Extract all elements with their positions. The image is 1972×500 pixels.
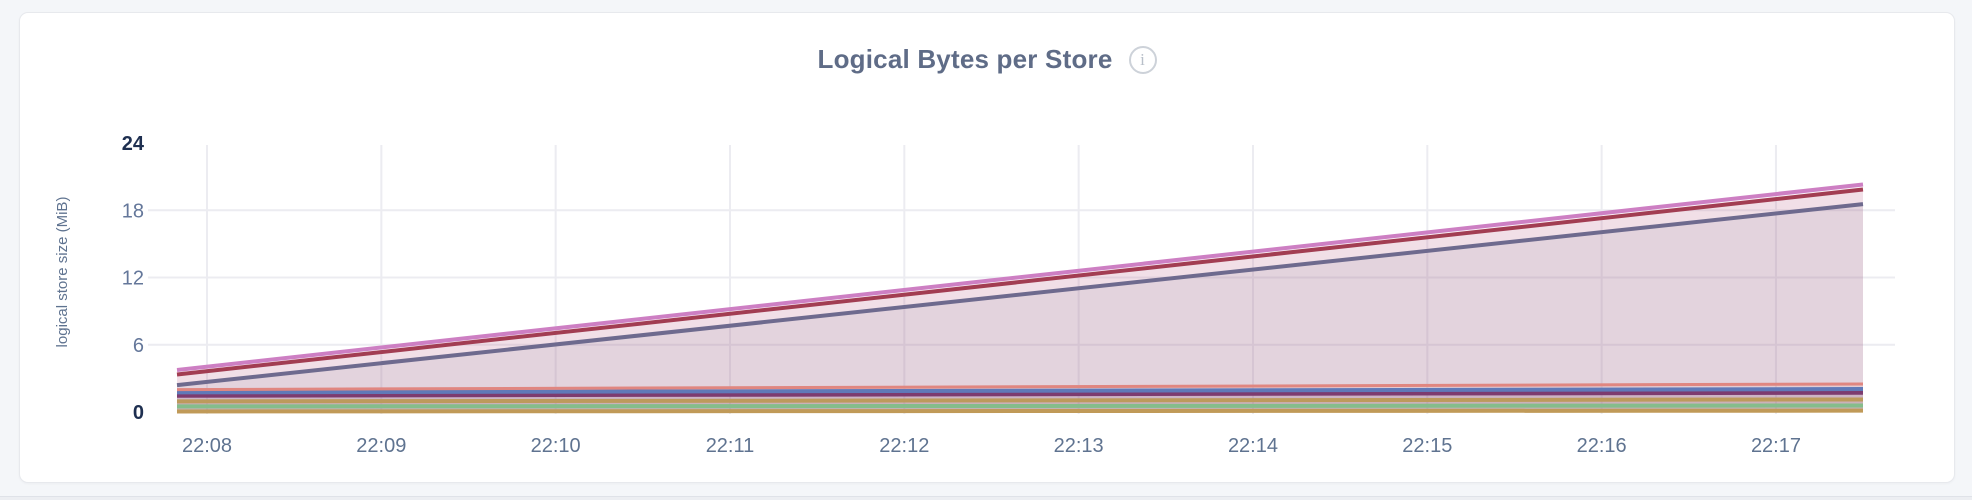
series-line-series-8 bbox=[176, 403, 1864, 409]
info-icon[interactable]: i bbox=[1128, 45, 1157, 74]
series-line-series-6 bbox=[176, 390, 1864, 398]
next-card-edge bbox=[0, 496, 1972, 500]
x-tick-label: 22:17 bbox=[1751, 435, 1801, 457]
x-tick-label: 22:13 bbox=[1054, 435, 1104, 457]
series-line-series-7 bbox=[176, 397, 1864, 404]
x-tick-label: 22:12 bbox=[879, 435, 929, 457]
x-tick-label: 22:08 bbox=[182, 435, 232, 457]
series-line-series-9 bbox=[176, 408, 1864, 414]
x-tick-label: 22:09 bbox=[356, 435, 406, 457]
x-tick-label: 22:16 bbox=[1577, 435, 1627, 457]
y-tick-label: 24 bbox=[122, 133, 145, 155]
series-line-series-2 bbox=[176, 187, 1864, 377]
series-line-series-4 bbox=[176, 382, 1864, 392]
chart-title: Logical Bytes per Store bbox=[817, 44, 1113, 74]
series-area-series-1 bbox=[177, 184, 1863, 412]
series-area-series-2 bbox=[177, 189, 1863, 412]
series-line-series-5 bbox=[176, 387, 1864, 395]
x-tick-label: 22:11 bbox=[706, 435, 755, 457]
x-tick-label: 22:10 bbox=[531, 435, 581, 457]
y-tick-label: 12 bbox=[122, 268, 144, 290]
series-line-series-3 bbox=[176, 202, 1864, 388]
x-tick-label: 22:15 bbox=[1402, 435, 1452, 457]
y-tick-label: 18 bbox=[122, 200, 144, 222]
series-area-series-3 bbox=[177, 204, 1863, 412]
x-tick-label: 22:14 bbox=[1228, 435, 1278, 457]
series-line-series-1 bbox=[176, 182, 1864, 372]
y-tick-label: 0 bbox=[133, 402, 144, 424]
chart-header: Logical Bytes per Store i bbox=[19, 44, 1955, 75]
y-tick-label: 6 bbox=[133, 335, 144, 357]
